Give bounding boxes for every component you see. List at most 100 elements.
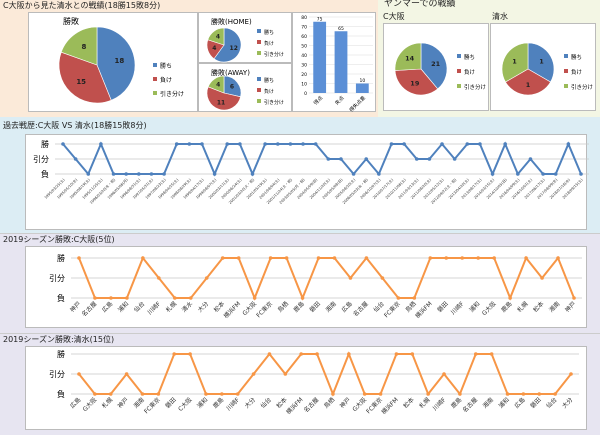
x-axis-label: 仙台: [372, 300, 386, 314]
pie-data-label: 4: [212, 45, 216, 52]
pie-data-label: 18: [115, 57, 125, 65]
data-point: [476, 256, 480, 260]
pie-slice-win: [213, 27, 242, 63]
bar-得点: [313, 21, 327, 93]
y-axis-label: 引分: [49, 370, 65, 379]
bar-y-tick: 30: [301, 63, 307, 69]
x-axis-label: 札幌: [164, 300, 178, 314]
x-axis-label: 名古屋: [461, 396, 479, 414]
season-shimizu-line-chart: 勝引分負広島 G大阪 札幌 神戸 湘南 FC東京 磐田 C大阪 浦和 鹿島 川崎F 大分 仙台 松本 横浜F…: [25, 346, 587, 430]
legend-swatch-draw: [457, 84, 461, 88]
legend-swatch-draw: [153, 91, 157, 95]
x-axis-label: 1997/05/31(土): [131, 177, 154, 200]
yanmar-shimizu-label: 清水: [492, 12, 508, 21]
data-point: [157, 276, 161, 280]
x-axis-label: 2011/03/13(土): [397, 177, 420, 200]
yanmar-shimizu-pie: 1 1 1 勝ち 負け 引き分け: [490, 23, 596, 111]
data-point: [174, 142, 179, 146]
pie-home-chart: 勝敗(HOME) 12 4 4 勝ち 負け 引き分け: [198, 12, 292, 63]
data-point: [394, 352, 399, 356]
x-axis-label: 川崎F: [225, 395, 242, 412]
data-point: [537, 392, 542, 396]
legend-label-draw: 引き分け: [160, 90, 184, 98]
legend-swatch-draw: [564, 84, 568, 88]
data-point: [235, 392, 240, 396]
data-point: [331, 392, 335, 396]
data-point: [332, 256, 337, 260]
x-axis-label: 1995/11/25(土): [81, 177, 104, 200]
data-point: [351, 172, 356, 176]
data-point: [410, 352, 415, 356]
bar-y-tick: 0: [304, 91, 307, 97]
pie-slice-win: [420, 42, 448, 90]
x-axis-label: 広島: [100, 300, 114, 314]
x-axis-label: 仙台: [259, 396, 273, 410]
legend-label-loss: 負け: [464, 68, 476, 76]
data-point: [204, 276, 209, 280]
data-point: [414, 157, 419, 161]
goals-bar-chart: 0 10 20 30 40 50 60 70 80 75 得点 65 失点 10 得失点差: [292, 12, 376, 114]
bar-y-tick: 50: [301, 44, 307, 50]
legend-label-loss: 負け: [264, 88, 274, 95]
season-cosaka-line-chart: 勝引分負神戸 名古屋 広島 浦和 仙台 川崎F 札幌 清水 大分 松本 横浜FM G大阪 FC東京 鳥栖鹿…: [25, 246, 587, 328]
pie-title: 勝敗: [63, 16, 79, 26]
bar-y-tick: 80: [301, 15, 307, 21]
data-point: [503, 142, 507, 146]
x-axis-label: 磐田: [163, 396, 177, 410]
y-axis-label: 負: [57, 293, 65, 303]
legend-swatch-loss: [257, 40, 261, 44]
data-point: [339, 157, 343, 161]
data-point: [402, 142, 406, 146]
bar-y-tick: 10: [301, 82, 307, 88]
data-point: [347, 352, 351, 356]
x-axis-label: 浦和: [497, 396, 511, 410]
legend-label-loss: 負け: [571, 68, 583, 76]
data-point: [125, 296, 129, 300]
x-axis-label: FC東京: [382, 300, 402, 320]
data-point: [428, 256, 433, 260]
bar-data-label: 75: [317, 16, 323, 22]
data-point: [380, 276, 385, 280]
legend-swatch-win: [457, 54, 461, 58]
x-axis-label: 松本: [402, 396, 416, 410]
y-axis-label: 負: [57, 389, 65, 399]
data-point: [444, 256, 449, 260]
pie-slice-draw: [394, 42, 422, 71]
x-axis-label: 1995/08/19(土): [68, 177, 91, 200]
bar-得失点差: [355, 83, 369, 93]
pie-slice-loss: [394, 68, 439, 96]
data-point: [220, 256, 225, 260]
x-axis-label: 神戸: [116, 396, 130, 410]
x-axis-label: 大分: [243, 396, 257, 410]
x-axis-label: 2004/11/20(土): [308, 177, 331, 200]
legend-label-win: 勝ち: [160, 62, 172, 70]
pie-slice-win: [223, 75, 242, 98]
x-axis-label: 横浜FM: [284, 396, 304, 416]
x-axis-label: 鹿島: [449, 396, 463, 410]
y-axis-label: 引分: [49, 274, 65, 283]
legend-swatch-draw: [257, 51, 261, 55]
data-point: [524, 256, 528, 260]
pie-data-label: 21: [431, 60, 441, 68]
x-axis-label: 2006/10/07(土): [359, 177, 382, 200]
y-axis-label: 負: [41, 169, 49, 179]
bar-y-tick: 70: [301, 25, 307, 31]
x-axis-label: 川崎F: [449, 299, 466, 316]
x-axis-label: 広島: [68, 396, 82, 410]
data-point: [540, 276, 544, 280]
data-point: [225, 142, 230, 146]
x-axis-label: 2000/06/24(土): [220, 177, 243, 200]
x-axis-label: 2014/03/15(土): [473, 177, 496, 200]
data-point: [86, 172, 91, 176]
legend-label-draw: 引き分け: [264, 51, 284, 58]
data-point: [326, 157, 331, 161]
pie-slice-draw: [207, 75, 225, 94]
data-point: [77, 372, 81, 376]
bar-x-label: 得点: [312, 94, 324, 106]
data-point: [508, 296, 512, 300]
legend-label-draw: 引き分け: [264, 99, 284, 106]
data-point: [315, 352, 319, 356]
pie-title: 勝敗(AWAY): [211, 68, 250, 77]
y-axis-label: 勝: [41, 139, 49, 149]
data-point: [93, 392, 97, 396]
